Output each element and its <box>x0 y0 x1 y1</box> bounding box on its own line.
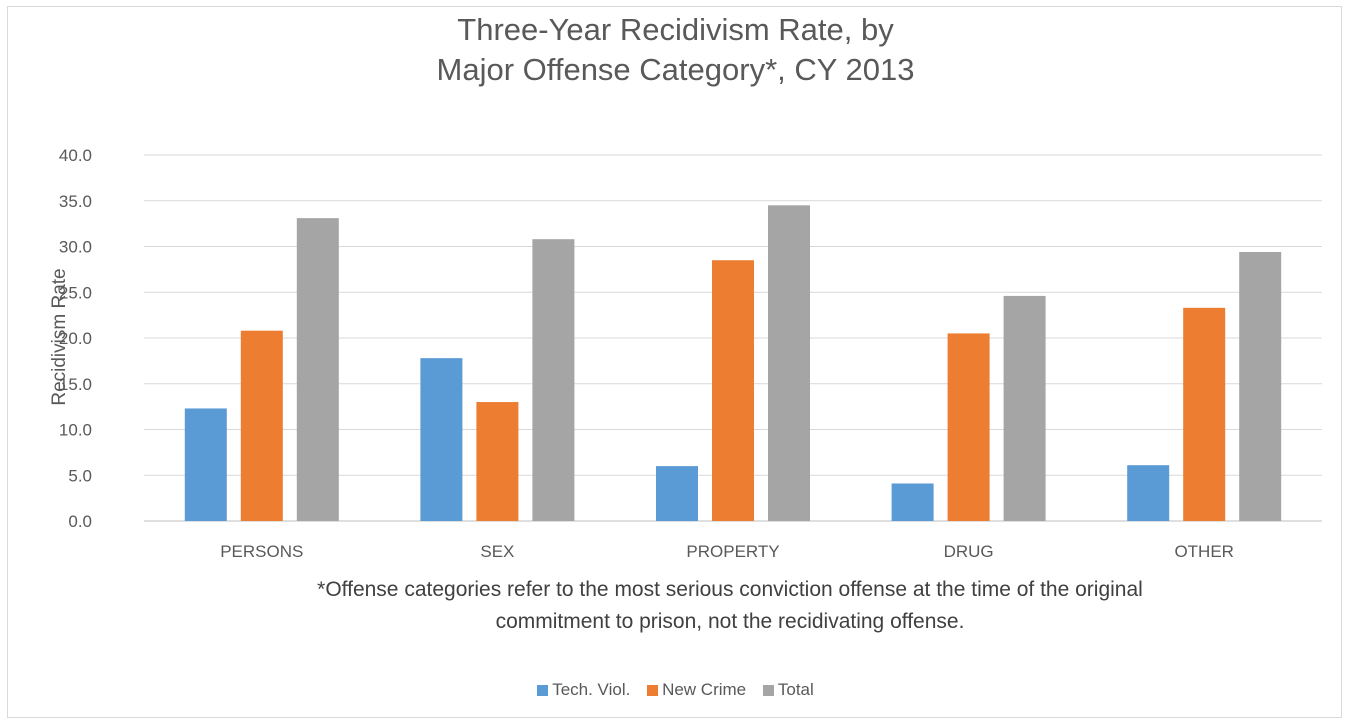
y-tick-label: 5.0 <box>68 466 92 485</box>
chart-title-line-1: Three-Year Recidivism Rate, by <box>457 12 894 47</box>
bar-total-other <box>1239 251 1282 522</box>
x-category-label: PROPERTY <box>686 542 779 561</box>
footnote-line-2: commitment to prison, not the recidivati… <box>495 610 965 633</box>
bar-total-sex <box>532 239 575 521</box>
chart-title-line-2: Major Offense Category*, CY 2013 <box>436 52 915 87</box>
y-tick-label: 0.0 <box>68 512 92 531</box>
legend-swatch-tech-viol <box>537 684 549 696</box>
bar-tech-viol-persons <box>184 408 227 521</box>
y-tick-label: 25.0 <box>59 283 92 302</box>
bar-new-crime-property <box>712 260 754 521</box>
legend-item-new-crime: New Crime <box>647 680 746 700</box>
bar-new-crime-persons <box>240 330 283 521</box>
x-category-label: SEX <box>480 542 514 561</box>
footnote: *Offense categories refer to the most se… <box>140 574 1320 638</box>
x-category-label: OTHER <box>1174 542 1234 561</box>
y-tick-label: 30.0 <box>59 238 92 257</box>
y-tick-label: 35.0 <box>59 192 92 211</box>
footnote-line-1: *Offense categories refer to the most se… <box>317 578 1143 601</box>
bar-total-persons <box>296 218 339 521</box>
legend-label-new-crime: New Crime <box>662 680 747 699</box>
legend: Tech. Viol. New Crime Total <box>0 680 1351 701</box>
bar-tech-viol-other <box>1127 465 1170 521</box>
legend-label-tech-viol: Tech. Viol. <box>552 680 631 699</box>
x-category-label: PERSONS <box>220 542 303 561</box>
y-tick-label: 20.0 <box>59 329 92 348</box>
y-tick-label: 15.0 <box>59 375 92 394</box>
bar-new-crime-other <box>1183 307 1226 521</box>
bar-tech-viol-sex <box>420 358 463 521</box>
bar-tech-viol-property <box>656 466 698 521</box>
x-category-label: DRUG <box>944 542 994 561</box>
y-tick-label: 40.0 <box>59 146 92 165</box>
legend-swatch-new-crime <box>647 684 659 696</box>
legend-label-total: Total <box>777 680 814 699</box>
legend-item-tech-viol: Tech. Viol. <box>537 680 630 700</box>
bar-tech-viol-drug <box>891 483 934 521</box>
bar-new-crime-drug <box>947 333 990 521</box>
legend-swatch-total <box>762 684 774 696</box>
chart-frame <box>7 6 1342 718</box>
bar-new-crime-sex <box>476 402 519 521</box>
chart-title: Three-Year Recidivism Rate, by Major Off… <box>0 10 1351 90</box>
legend-item-total: Total <box>762 680 814 700</box>
bar-total-drug <box>1003 295 1046 521</box>
y-tick-label: 10.0 <box>59 421 92 440</box>
bar-total-property <box>768 205 810 521</box>
